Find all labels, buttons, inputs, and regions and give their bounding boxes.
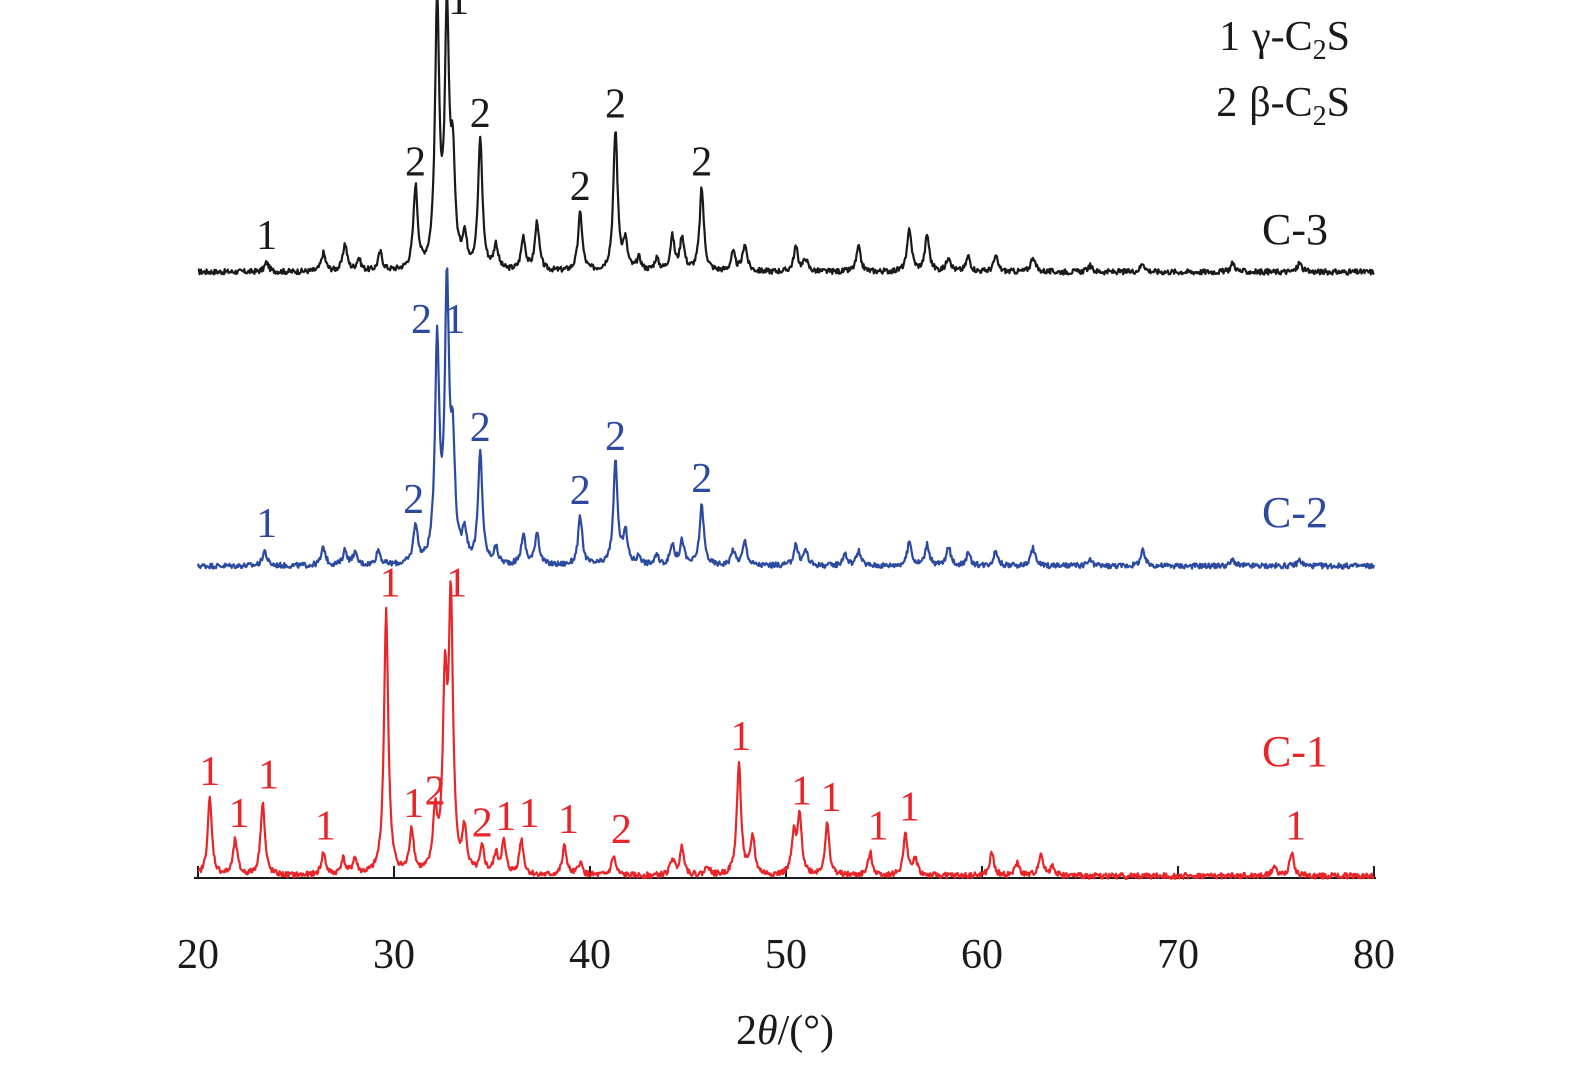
peak-labels: 12212222122122221111112121112111111: [199, 0, 1306, 853]
legend-name-pre: γ-C: [1251, 14, 1313, 60]
peak-label: 2: [427, 0, 448, 6]
x-tick-label: 60: [961, 932, 1003, 978]
series-label: C-2: [1262, 488, 1328, 537]
legend: 1 γ-C2S 2 β-C2S: [1216, 14, 1350, 132]
legend-name-post: S: [1327, 80, 1350, 126]
peak-label: 2: [570, 164, 591, 210]
peak-label: 1: [229, 791, 250, 837]
legend-number: 2: [1216, 80, 1237, 126]
peak-label: 1: [519, 791, 540, 837]
series-labels: C-3 C-2 C-1: [1262, 205, 1328, 776]
peak-label: 2: [470, 405, 491, 451]
series-trace-c-2: [196, 267, 1376, 570]
peak-label: 1: [444, 297, 465, 343]
peak-label: 2: [472, 800, 493, 846]
peak-label: 1: [821, 775, 842, 821]
series-label: C-1: [1262, 727, 1328, 776]
x-axis-title-prefix: 2: [736, 1008, 757, 1054]
x-axis-title-suffix: /(°): [778, 1008, 834, 1054]
peak-label: 1: [256, 213, 277, 259]
x-tick-label: 80: [1353, 932, 1395, 978]
x-axis-title-theta: θ: [757, 1008, 778, 1054]
peak-label: 1: [258, 752, 279, 798]
peak-label: 1: [791, 768, 812, 814]
x-tick-label: 20: [177, 932, 219, 978]
x-tick-label: 30: [373, 932, 415, 978]
peak-label: 2: [691, 140, 712, 186]
x-axis-title: 2θ/(°): [736, 1008, 834, 1054]
legend-number: 1: [1219, 14, 1240, 60]
series-trace-c-1: [197, 580, 1375, 880]
peak-label: 2: [605, 82, 626, 128]
x-tick-label: 40: [569, 932, 611, 978]
peak-label: 2: [425, 768, 446, 814]
peak-label: 2: [403, 477, 424, 523]
peak-label: 1: [730, 714, 751, 760]
peak-label: 1: [199, 749, 220, 795]
legend-entry-gamma: 1 γ-C2S: [1219, 14, 1350, 66]
peak-label: 2: [605, 414, 626, 460]
x-axis-ticks: 20 30 40 50 60 70 80: [177, 866, 1395, 978]
peak-label: 1: [403, 781, 424, 827]
peak-label: 2: [405, 140, 426, 186]
series-trace-c-3: [197, 0, 1375, 276]
peak-label: 1: [256, 501, 277, 547]
series-label: C-3: [1262, 205, 1328, 254]
legend-name-pre: β-C: [1249, 80, 1312, 126]
legend-subscript: 2: [1313, 35, 1327, 66]
peak-label: 1: [446, 560, 467, 606]
peak-label: 1: [380, 560, 401, 606]
peak-label: 2: [470, 91, 491, 137]
x-tick-label: 50: [765, 932, 807, 978]
series-traces: [196, 0, 1376, 880]
peak-label: 1: [1285, 804, 1306, 850]
legend-subscript: 2: [1313, 101, 1327, 132]
peak-label: 1: [868, 804, 889, 850]
peak-label: 1: [558, 797, 579, 843]
peak-label: 2: [411, 297, 432, 343]
peak-label: 1: [495, 794, 516, 840]
peak-label: 2: [611, 807, 632, 853]
x-tick-label: 70: [1157, 932, 1199, 978]
peak-label: 1: [448, 0, 469, 24]
peak-label: 2: [691, 456, 712, 502]
peak-label: 2: [570, 468, 591, 514]
peak-label: 1: [315, 804, 336, 850]
peak-label: 1: [899, 784, 920, 830]
legend-entry-beta: 2 β-C2S: [1216, 80, 1350, 132]
legend-name-post: S: [1327, 14, 1350, 60]
